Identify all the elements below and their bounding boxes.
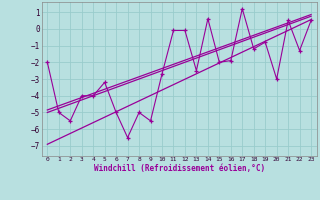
X-axis label: Windchill (Refroidissement éolien,°C): Windchill (Refroidissement éolien,°C) (94, 164, 265, 173)
